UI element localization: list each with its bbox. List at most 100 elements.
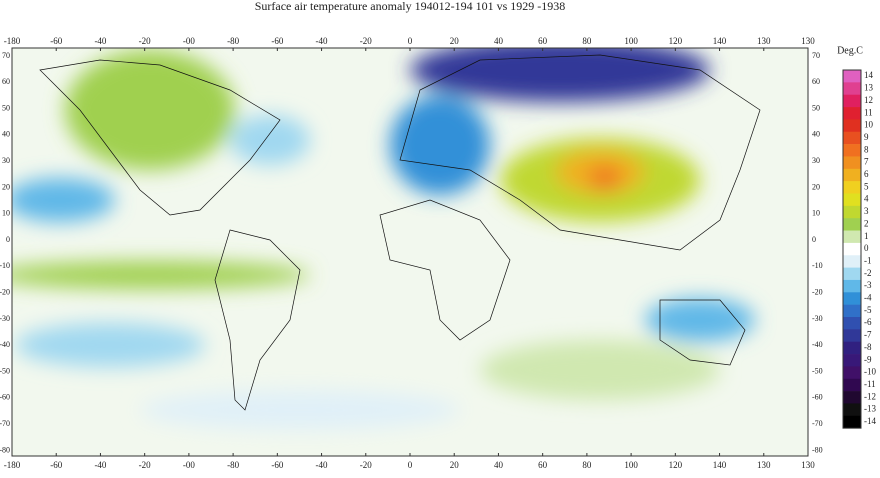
colorbar-swatch xyxy=(843,144,861,157)
colorbar-swatch xyxy=(843,378,861,392)
colorbar-label: 12 xyxy=(864,95,873,105)
colorbar-frame xyxy=(842,69,862,429)
colorbar-swatch xyxy=(843,391,861,404)
x-tick-label: -00 xyxy=(183,460,195,470)
colorbar-label: -14 xyxy=(864,416,876,426)
x-tick-label: 120 xyxy=(669,460,683,470)
colorbar-swatch xyxy=(843,304,861,318)
y-tick-label: -80 xyxy=(812,445,823,454)
x-tick-label: 120 xyxy=(669,36,683,46)
y-tick-label: -10 xyxy=(812,261,823,270)
colorbar-label: -6 xyxy=(864,317,872,327)
y-tick-label: -30 xyxy=(0,314,10,323)
x-tick-label: -40 xyxy=(316,36,328,46)
y-tick-label: -30 xyxy=(812,314,823,323)
colorbar-label: -11 xyxy=(864,379,876,389)
colorbar-label: -10 xyxy=(864,367,876,377)
colorbar-swatch xyxy=(843,329,861,342)
y-tick-label: 50 xyxy=(812,103,820,112)
x-tick-label: -60 xyxy=(271,36,283,46)
colorbar-label: -4 xyxy=(864,293,872,303)
colorbar-label: -7 xyxy=(864,330,872,340)
y-tick-label: 40 xyxy=(812,130,820,139)
map-title: Surface air temperature anomaly 194012-1… xyxy=(255,0,566,13)
y-tick-label: 20 xyxy=(812,182,820,191)
y-tick-label: 60 xyxy=(812,77,820,86)
x-tick-label: 40 xyxy=(494,36,504,46)
x-tick-label: 130 xyxy=(801,460,815,470)
y-tick-label: 0 xyxy=(812,235,816,244)
colorbar-label: 14 xyxy=(864,70,874,80)
colorbar-swatch xyxy=(843,131,861,145)
x-tick-label: -20 xyxy=(139,460,151,470)
colorbar-label: -13 xyxy=(864,404,876,414)
colorbar-label: -1 xyxy=(864,255,872,265)
x-tick-label: -80 xyxy=(227,460,239,470)
colorbar-label: 3 xyxy=(864,206,869,216)
y-tick-label: -70 xyxy=(0,419,10,428)
y-tick-label: -10 xyxy=(0,261,10,270)
colorbar-swatch xyxy=(843,82,861,95)
x-tick-label: 20 xyxy=(450,36,460,46)
x-tick-label: -20 xyxy=(360,36,372,46)
map-field xyxy=(12,48,808,456)
y-tick-label: 10 xyxy=(2,209,10,218)
colorbar-label: 7 xyxy=(864,157,869,167)
y-tick-label: -20 xyxy=(812,288,823,297)
colorbar-swatch xyxy=(843,70,861,83)
colorbar-swatch xyxy=(843,279,861,293)
x-tick-label: 140 xyxy=(713,460,727,470)
x-tick-label: 80 xyxy=(582,460,592,470)
colorbar-label: 10 xyxy=(864,120,874,130)
colorbar-swatch xyxy=(843,255,861,268)
x-tick-label: -60 xyxy=(50,36,62,46)
colorbar-swatch xyxy=(843,317,861,330)
colorbar-label: -2 xyxy=(864,268,872,278)
colorbar-swatch xyxy=(843,403,861,417)
x-tick-label: -00 xyxy=(183,36,195,46)
y-tick-label: -40 xyxy=(812,340,823,349)
x-tick-label: -40 xyxy=(316,460,328,470)
colorbar-label: -12 xyxy=(864,391,876,401)
colorbar-title: Deg.C xyxy=(837,45,863,56)
x-tick-label: 0 xyxy=(408,460,413,470)
x-tick-label: 130 xyxy=(757,36,771,46)
y-tick-label: -20 xyxy=(0,288,10,297)
colorbar-label: 2 xyxy=(864,218,869,228)
x-tick-label: 60 xyxy=(538,460,548,470)
colorbar-label: 11 xyxy=(864,107,873,117)
colorbar-swatch xyxy=(843,242,861,256)
x-tick-label: -80 xyxy=(227,36,239,46)
colorbar-swatch xyxy=(843,415,861,429)
x-tick-label: -20 xyxy=(360,460,372,470)
y-tick-label: 70 xyxy=(812,51,820,60)
y-tick-label: 60 xyxy=(2,77,10,86)
x-tick-label: -40 xyxy=(94,36,106,46)
colorbar-label: 0 xyxy=(864,243,869,253)
colorbar-swatch xyxy=(843,230,861,244)
y-tick-label: -70 xyxy=(812,419,823,428)
colorbar-swatch xyxy=(843,354,861,367)
colorbar-swatch xyxy=(843,156,861,170)
y-tick-label: 50 xyxy=(2,103,10,112)
colorbar-swatch xyxy=(843,341,861,355)
y-tick-label: -60 xyxy=(0,393,10,402)
colorbar-label: 13 xyxy=(864,83,874,93)
colorbar-swatch xyxy=(843,168,861,182)
colorbar-label: -3 xyxy=(864,280,872,290)
y-tick-label: 30 xyxy=(812,156,820,165)
colorbar-swatch xyxy=(843,292,861,305)
y-tick-label: -40 xyxy=(0,340,10,349)
colorbar-label: 6 xyxy=(864,169,869,179)
colorbar-swatch xyxy=(843,181,861,194)
x-tick-label: 20 xyxy=(450,460,460,470)
y-tick-label: 40 xyxy=(2,130,10,139)
x-tick-label: -20 xyxy=(139,36,151,46)
y-tick-label: 0 xyxy=(6,235,10,244)
x-tick-label: -180 xyxy=(4,460,21,470)
colorbar-label: 5 xyxy=(864,181,869,191)
x-tick-label: 130 xyxy=(757,460,771,470)
y-tick-label: 20 xyxy=(2,182,10,191)
x-tick-label: -40 xyxy=(94,460,106,470)
